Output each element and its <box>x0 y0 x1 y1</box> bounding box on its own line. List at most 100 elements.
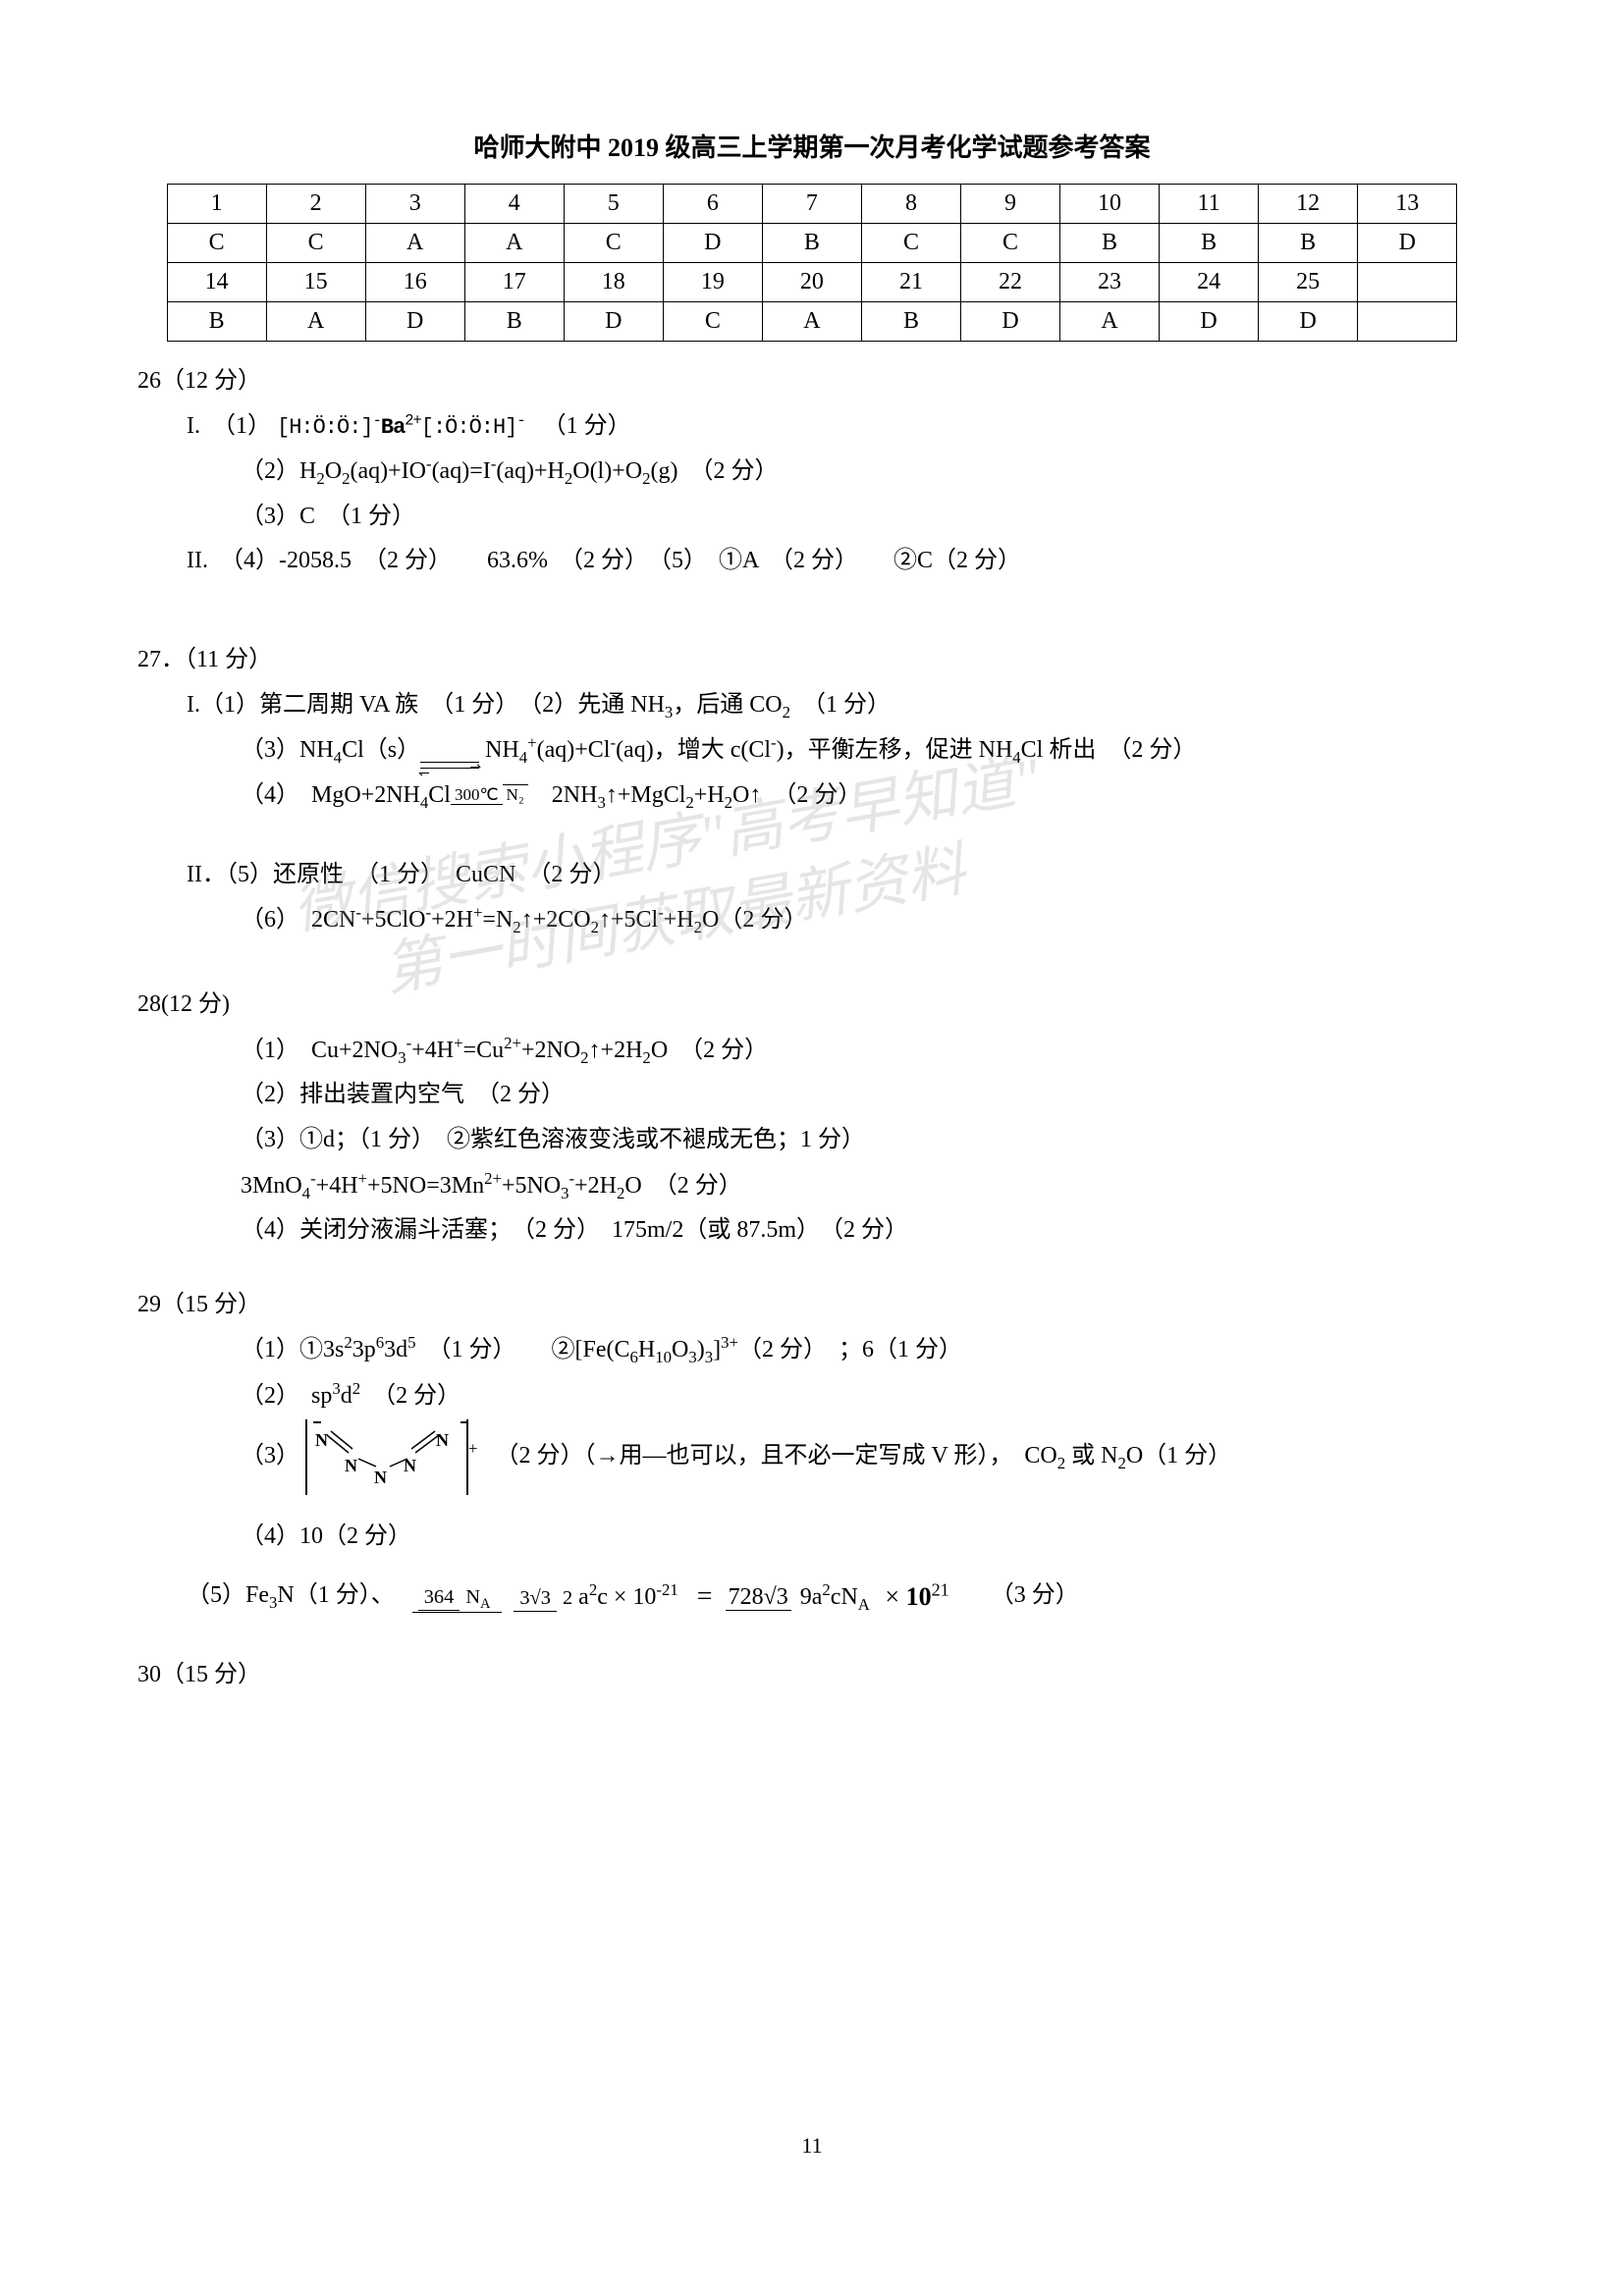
cell: 17 <box>464 263 564 302</box>
cell <box>1358 302 1457 342</box>
page-title: 哈师大附中 2019 级高三上学期第一次月考化学试题参考答案 <box>133 128 1491 164</box>
q28-l3b: 3MnO4-+4H++5NO=3Mn2++5NO3-+2H2O （2 分） <box>137 1163 1491 1209</box>
cell: A <box>1060 302 1160 342</box>
q28-l4: （4）关闭分液漏斗活塞； （2 分） 175m/2（或 87.5m） （2 分） <box>137 1208 1491 1254</box>
arrow-bot: N₂ <box>503 784 528 804</box>
cell: A <box>464 224 564 263</box>
q26-I2: （2）H2O2(aq)+IO-(aq)=I-(aq)+H2O(l)+O2(g) … <box>137 449 1491 495</box>
cell: 9 <box>960 185 1059 224</box>
q27-I1: I.（1）第二周期 VA 族 （1 分） （2）先通 NH3，后通 CO2 （1… <box>137 683 1491 728</box>
azide-structure: N N N N N <box>305 1419 468 1495</box>
q29-l4: （4）10（2 分） <box>137 1515 1491 1560</box>
cell: C <box>266 224 365 263</box>
cell: D <box>960 302 1059 342</box>
cell: 8 <box>861 185 960 224</box>
q28-l2: （2）排出装置内空气 （2 分） <box>137 1073 1491 1118</box>
cell: 10 <box>1060 185 1160 224</box>
cell: C <box>564 224 663 263</box>
cell: D <box>1259 302 1358 342</box>
q29-l3: （3） N N N N N + <box>137 1419 1491 1495</box>
cell: 22 <box>960 263 1059 302</box>
question-27: 27．（11 分） I.（1）第二周期 VA 族 （1 分） （2）先通 NH3… <box>137 638 1491 943</box>
cell: C <box>960 224 1059 263</box>
cell: 6 <box>663 185 762 224</box>
cell: D <box>1160 302 1259 342</box>
cell: D <box>564 302 663 342</box>
table-row: 1 2 3 4 5 6 7 8 9 10 11 12 13 <box>167 185 1457 224</box>
cell: B <box>861 302 960 342</box>
cell: 11 <box>1160 185 1259 224</box>
cell: B <box>762 224 861 263</box>
question-28: 28(12 分) （1） Cu+2NO3-+4H+=Cu2++2NO2↑+2H2… <box>137 983 1491 1254</box>
cell: 15 <box>266 263 365 302</box>
cell: 23 <box>1060 263 1160 302</box>
q28-header: 28(12 分) <box>137 983 1491 1028</box>
q28-l3: （3）①d；（1 分） ②紫红色溶液变浅或不褪成无色；1 分） <box>137 1118 1491 1163</box>
question-26: 26（12 分） I. （1） [H:Ö:Ö:]-Ba2+[:Ö:Ö:H]- （… <box>137 359 1491 584</box>
q28-l1: （1） Cu+2NO3-+4H+=Cu2++2NO2↑+2H2O （2 分） <box>137 1028 1491 1074</box>
cell: 16 <box>365 263 464 302</box>
cell: B <box>1060 224 1160 263</box>
cell: 18 <box>564 263 663 302</box>
cell: D <box>663 224 762 263</box>
cell: C <box>861 224 960 263</box>
q27-I3: （3）NH4Cl（s）⇀↽ NH4+(aq)+Cl-(aq)，增大 c(Cl-)… <box>137 727 1491 774</box>
q27-header: 27．（11 分） <box>137 638 1491 683</box>
cell: B <box>1259 224 1358 263</box>
cell: D <box>365 302 464 342</box>
frac-num: 364 <box>418 1584 460 1611</box>
question-29: 29（15 分） （1）①3s23p63d5 （1 分） ②[Fe(C6H10O… <box>137 1283 1491 1624</box>
q26-I3: （3）C （1 分） <box>137 495 1491 540</box>
cell: 25 <box>1259 263 1358 302</box>
answer-table: 1 2 3 4 5 6 7 8 9 10 11 12 13 C C A A C … <box>167 184 1458 342</box>
cell <box>1358 263 1457 302</box>
q29-l2: （2） sp3d2 （2 分） <box>137 1373 1491 1419</box>
cell: A <box>762 302 861 342</box>
q29-l3-label: （3） <box>241 1443 299 1468</box>
q27-I4: （4） MgO+2NH4Cl300℃N₂ 2NH3↑+MgCl2+H2O↑ （2… <box>137 774 1491 819</box>
q26-II4: II. （4）-2058.5 （2 分） 63.6% （2 分） （5） ①A … <box>137 539 1491 584</box>
points: （1 分） <box>555 413 631 439</box>
cell: 13 <box>1358 185 1457 224</box>
cell: C <box>167 224 266 263</box>
cell: B <box>464 302 564 342</box>
q26-I1: I. （1） [H:Ö:Ö:]-Ba2+[:Ö:Ö:H]- （1 分） <box>137 404 1491 450</box>
q29-l5: （5）Fe3N（1 分）、 364NA 3√32a2c × 10-21 = 72… <box>137 1571 1491 1623</box>
q29-l1: （1）①3s23p63d5 （1 分） ②[Fe(C6H10O3)3]3+（2 … <box>137 1327 1491 1373</box>
q30-header: 30（15 分） <box>137 1653 1491 1698</box>
page-number: 11 <box>0 2133 1624 2159</box>
q27-II6: （6） 2CN-+5ClO-+2H+=N2↑+2CO2↑+5Cl-+H2O（2 … <box>137 897 1491 943</box>
cell: 2 <box>266 185 365 224</box>
cell: B <box>1160 224 1259 263</box>
cell: 4 <box>464 185 564 224</box>
points: （3 分） <box>1002 1582 1079 1608</box>
cell: 5 <box>564 185 663 224</box>
formula-left: 364NA 3√32a2c × 10-21 <box>412 1575 684 1621</box>
table-row: 14 15 16 17 18 19 20 21 22 23 24 25 <box>167 263 1457 302</box>
cell: B <box>167 302 266 342</box>
q26-header: 26（12 分） <box>137 359 1491 404</box>
q29-l3-post: （2 分）（→用—也可以，且不必一定写成 V 形）， CO2 或 N2O（1 分… <box>507 1443 1231 1468</box>
cell: D <box>1358 224 1457 263</box>
question-30: 30（15 分） <box>137 1653 1491 1698</box>
arrow-top: 300℃ <box>451 785 503 805</box>
cell: 21 <box>861 263 960 302</box>
cell: C <box>663 302 762 342</box>
cell: 3 <box>365 185 464 224</box>
lewis-structure: [H:Ö:Ö:]-Ba2+[:Ö:Ö:H]- <box>277 415 525 440</box>
q26-I1-label: I. （1） <box>187 413 271 439</box>
q29-header: 29（15 分） <box>137 1283 1491 1328</box>
table-row: C C A A C D B C C B B B D <box>167 224 1457 263</box>
cell: 20 <box>762 263 861 302</box>
cell: 7 <box>762 185 861 224</box>
cell: 24 <box>1160 263 1259 302</box>
table-row: B A D B D C A B D A D D <box>167 302 1457 342</box>
cell: 19 <box>663 263 762 302</box>
cell: 14 <box>167 263 266 302</box>
cell: 1 <box>167 185 266 224</box>
q27-II5: II．（5）还原性 （1 分） CuCN （2 分） <box>137 853 1491 898</box>
cell: A <box>266 302 365 342</box>
frac-num: 728√3 <box>726 1584 791 1611</box>
cell: A <box>365 224 464 263</box>
formula-right: 728√3 9a2cNA <box>726 1575 873 1621</box>
